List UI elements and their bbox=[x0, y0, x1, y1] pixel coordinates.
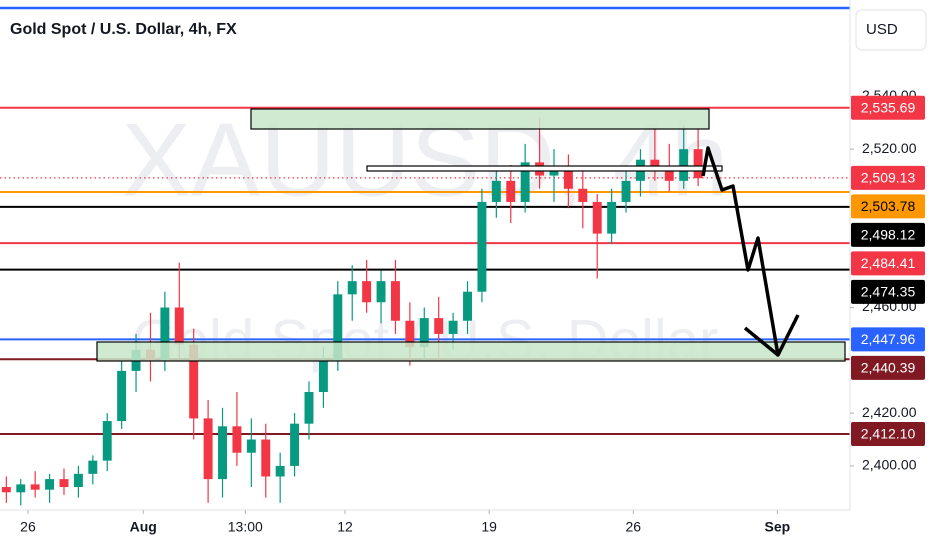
candle-body bbox=[679, 149, 689, 181]
candle-body bbox=[592, 201, 602, 234]
candle-body bbox=[174, 307, 184, 345]
price-label: 2,535.69 bbox=[861, 99, 916, 115]
price-label: 2,440.39 bbox=[861, 360, 916, 376]
price-label-bg bbox=[851, 327, 925, 352]
candle-body bbox=[563, 170, 573, 189]
candle-body bbox=[1, 487, 11, 493]
price-label: 2,447.96 bbox=[861, 331, 916, 347]
candle-body bbox=[290, 423, 300, 466]
candle-body bbox=[362, 281, 372, 303]
x-tick-label: 26 bbox=[20, 519, 36, 535]
price-label: 2,484.41 bbox=[861, 255, 916, 271]
chart-title: Gold Spot / U.S. Dollar, 4h, FX bbox=[10, 21, 237, 38]
candle-body bbox=[578, 188, 588, 202]
price-label-bg bbox=[851, 222, 925, 247]
candle-body bbox=[405, 320, 415, 348]
candle-body bbox=[347, 281, 357, 295]
candle-body bbox=[419, 318, 429, 348]
candle-body bbox=[275, 465, 285, 477]
candle-body bbox=[477, 201, 487, 292]
candle-body bbox=[664, 170, 674, 181]
candle-body bbox=[59, 479, 69, 488]
price-label-bg bbox=[851, 165, 925, 190]
price-label-bg bbox=[851, 95, 925, 120]
candle-body bbox=[16, 484, 26, 493]
supply-zone bbox=[250, 108, 710, 130]
candle-body bbox=[376, 281, 386, 303]
price-label-bg bbox=[851, 421, 925, 446]
x-tick-label: Sep bbox=[765, 519, 791, 535]
candle-body bbox=[549, 170, 559, 176]
price-label: 2,474.35 bbox=[861, 284, 916, 300]
price-label-bg bbox=[851, 355, 925, 380]
price-label-bg bbox=[851, 194, 925, 219]
candle-body bbox=[520, 162, 530, 202]
y-tick-label: 2,400.00 bbox=[862, 457, 917, 473]
currency: USD bbox=[866, 21, 898, 38]
candle-body bbox=[621, 180, 631, 202]
candle-body bbox=[30, 484, 40, 490]
candle-body bbox=[117, 370, 127, 422]
x-tick-label: Aug bbox=[130, 519, 157, 535]
candle-body bbox=[203, 418, 213, 480]
price-label: 2,498.12 bbox=[861, 227, 916, 243]
price-label-bg bbox=[851, 279, 925, 304]
candle-body bbox=[232, 426, 242, 453]
y-tick-label: 2,520.00 bbox=[862, 140, 917, 156]
x-tick-label: 13:00 bbox=[228, 519, 263, 535]
range-box bbox=[366, 165, 723, 172]
price-label: 2,509.13 bbox=[861, 170, 916, 186]
candle-body bbox=[491, 180, 501, 202]
candle-body bbox=[607, 201, 617, 234]
candle-body bbox=[448, 320, 458, 334]
candle-body bbox=[650, 159, 660, 171]
price-label-bg bbox=[851, 251, 925, 276]
candle-body bbox=[318, 360, 328, 393]
candle-body bbox=[333, 294, 343, 361]
x-tick-label: 26 bbox=[625, 519, 641, 535]
price-label: 2,503.78 bbox=[861, 198, 916, 214]
candle-body bbox=[45, 479, 55, 490]
candle-body bbox=[88, 460, 98, 474]
candle-body bbox=[160, 307, 170, 361]
drawings bbox=[0, 6, 850, 362]
x-tick-label: 12 bbox=[337, 519, 353, 535]
candle-body bbox=[693, 149, 703, 179]
projection-arrow bbox=[701, 146, 800, 357]
candle-body bbox=[261, 439, 271, 477]
currency-button[interactable] bbox=[855, 9, 927, 51]
candle-body bbox=[506, 180, 516, 202]
candle-body bbox=[102, 421, 112, 461]
candle-body bbox=[189, 344, 199, 419]
y-tick-label: 2,420.00 bbox=[862, 404, 917, 420]
candle-body bbox=[73, 473, 83, 488]
arrow-head bbox=[743, 326, 780, 357]
candle-body bbox=[463, 291, 472, 321]
candle-body bbox=[218, 426, 227, 480]
demand-zone bbox=[96, 341, 846, 362]
candle-body bbox=[246, 439, 256, 453]
candle-body bbox=[390, 281, 400, 321]
candle-body bbox=[304, 392, 314, 424]
price-label: 2,412.10 bbox=[861, 426, 916, 442]
x-tick-label: 19 bbox=[481, 519, 497, 535]
candle-body bbox=[434, 318, 444, 334]
title-bg bbox=[0, 14, 240, 46]
